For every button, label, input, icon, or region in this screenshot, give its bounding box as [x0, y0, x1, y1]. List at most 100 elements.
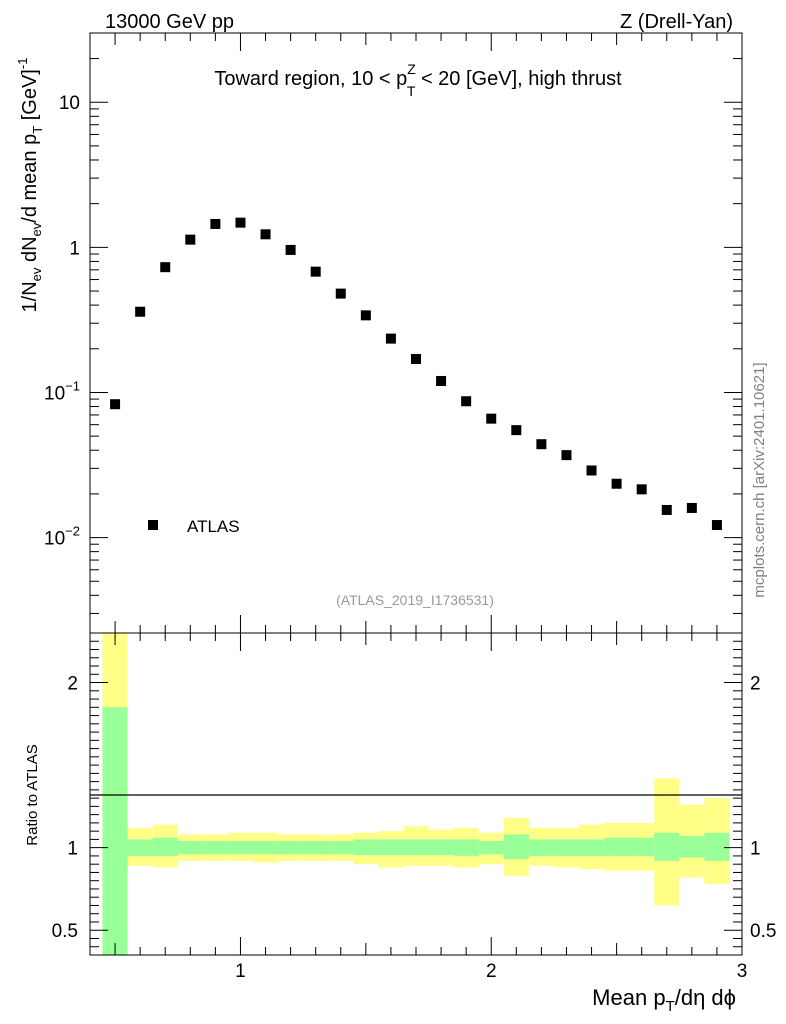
- inner-band-bin: [127, 839, 153, 856]
- inner-band-bin: [253, 841, 279, 855]
- ylabel-sub-ev: ev: [29, 267, 44, 281]
- main-y-tick-label: 1: [69, 238, 80, 259]
- data-point: [360, 310, 371, 321]
- data-point: [160, 262, 171, 273]
- x-tick-label: 2: [486, 961, 497, 982]
- inner-band-bin: [553, 839, 579, 856]
- tick-label-base: 10: [44, 383, 65, 404]
- ratio-y-tick-label-right: 0.5: [750, 921, 776, 942]
- data-point: [711, 520, 722, 531]
- main-y-axis-label: 1/Nev dNev/d mean pT [GeV]-1: [15, 58, 45, 313]
- ylabel-part-a: 1/N: [19, 281, 41, 312]
- ratio-y-tick-label-left: 1: [67, 839, 78, 860]
- data-point: [235, 217, 246, 228]
- xlabel-subscript: T: [666, 998, 675, 1015]
- data-point: [260, 229, 271, 240]
- side-source-label: mcplots.cern.ch [arXiv:2401.10621]: [751, 362, 768, 597]
- data-point: [611, 478, 622, 489]
- inner-band-bin: [102, 707, 128, 955]
- data-point: [436, 375, 447, 386]
- inner-band-bin: [579, 839, 605, 856]
- header-left-label: 13000 GeV pp: [105, 11, 234, 33]
- title-part-pre: Toward region, 10 < p: [214, 68, 407, 90]
- ylabel-sub-t: T: [30, 126, 45, 134]
- ylabel-part-c: dN: [19, 236, 41, 267]
- main-y-tick-label: 10−2: [44, 524, 80, 550]
- inner-band-bin: [403, 839, 429, 856]
- data-point: [285, 244, 296, 255]
- inner-band-bin: [604, 837, 630, 856]
- main-frame: [89, 32, 743, 634]
- data-point: [385, 333, 396, 344]
- x-tick-label: 1: [235, 961, 246, 982]
- inner-band-bin: [227, 841, 253, 855]
- data-point: [135, 306, 146, 317]
- data-point: [110, 399, 121, 410]
- ratio-y-tick-label-right: 1: [750, 839, 761, 860]
- data-point: [686, 502, 697, 513]
- x-tick-label: 3: [737, 961, 748, 982]
- data-point: [185, 234, 196, 245]
- tick-label-base: 10: [44, 529, 65, 550]
- main-axis-ticks: [89, 32, 743, 633]
- xlabel-part-pre: Mean p: [592, 985, 665, 1010]
- data-point: [310, 266, 321, 277]
- inner-band-bin: [353, 839, 379, 856]
- data-point: [561, 450, 572, 461]
- data-point: [335, 288, 346, 299]
- inner-band-bin: [278, 841, 304, 855]
- inner-band-bin: [177, 841, 203, 855]
- ratio-panel: 0.5 0.5 1 1 2 2 1 2 3 Ratio to ATLAS Mean pT/dη…: [24, 632, 777, 1015]
- inner-band-bin: [528, 839, 554, 856]
- main-y-tick-label: 10: [59, 93, 80, 114]
- ylabel-sub-ev-2: ev: [29, 222, 44, 236]
- tick-label-exponent: −1: [65, 378, 80, 393]
- ratio-axis-ticks: [89, 632, 743, 955]
- tick-label-exponent: −2: [65, 524, 80, 539]
- ylabel-part-e: /d mean p: [19, 134, 41, 223]
- data-point: [461, 396, 472, 407]
- data-point: [411, 354, 421, 365]
- inner-band-bin: [629, 837, 655, 856]
- title-superscript: Z: [407, 61, 416, 77]
- ratio-y-axis-label: Ratio to ATLAS: [24, 744, 41, 845]
- data-point: [536, 439, 547, 450]
- data-point: [511, 425, 522, 436]
- ratio-y-tick-labels: 0.5 0.5 1 1 2 2: [52, 674, 777, 943]
- inner-band-bin: [503, 834, 529, 860]
- data-point: [586, 465, 597, 476]
- inner-band-bin: [704, 832, 730, 861]
- ratio-frame: [89, 632, 743, 956]
- title-subscript: T: [407, 83, 416, 99]
- inner-band-bin: [654, 832, 680, 861]
- data-point: [210, 218, 221, 229]
- title-part-post: < 20 [GeV], high thrust: [415, 68, 622, 90]
- plot-title: Toward region, 10 < pZ T < 20 [GeV], high…: [214, 61, 622, 99]
- x-axis-label: Mean pT/dη dϕ: [592, 985, 736, 1015]
- data-point: [636, 484, 647, 495]
- inner-band-bin: [303, 841, 329, 855]
- header-right-label: Z (Drell-Yan): [620, 11, 733, 33]
- ratio-y-tick-label-right: 2: [750, 674, 761, 695]
- inner-band-bin: [679, 836, 705, 858]
- ylabel-part-g: [GeV]: [19, 69, 41, 126]
- ratio-y-tick-label-left: 0.5: [52, 921, 78, 942]
- data-point: [486, 413, 497, 424]
- ylabel-sup: -1: [15, 58, 30, 70]
- analysis-watermark: (ATLAS_2019_I1736531): [336, 592, 494, 608]
- xlabel-part-post: /dη dϕ: [675, 985, 736, 1010]
- data-point: [661, 504, 672, 515]
- inner-band-bin: [152, 837, 178, 856]
- inner-band-bin: [428, 839, 454, 856]
- inner-band-bin: [202, 841, 228, 855]
- legend-marker: [148, 520, 158, 530]
- main-y-tick-label: 10−1: [44, 378, 80, 404]
- ratio-y-tick-label-left: 2: [67, 674, 78, 695]
- inner-band-bin: [328, 841, 354, 855]
- ratio-bands: [102, 633, 730, 955]
- inner-band-bin: [478, 841, 504, 855]
- inner-band-bin: [378, 839, 404, 856]
